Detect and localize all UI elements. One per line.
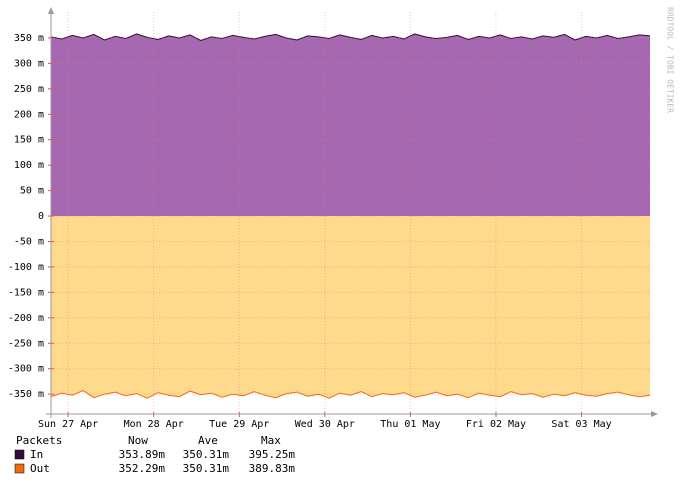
legend-header: Ave [198,434,218,447]
area [51,33,650,217]
y-tick-label: -350 m [8,389,44,400]
x-tick-label: Sun 27 Apr [38,419,98,430]
x-tick-label: Wed 30 Apr [295,419,355,430]
legend-value: 350.31m [183,448,230,461]
y-tick-label: 350 m [14,33,44,44]
x-tick-label: Thu 01 May [380,419,440,430]
legend-swatch [14,463,25,474]
legend-header: Packets [16,434,62,447]
y-tick-label: 200 m [14,109,44,120]
watermark: RRDTOOL / TOBI OETIKER [666,7,675,113]
area [51,216,650,399]
legend-value: 389.83m [249,462,296,475]
x-tick-label: Sat 03 May [551,419,611,430]
legend-header: Now [128,434,148,447]
y-tick-label: -100 m [8,262,44,273]
x-tick-label: Tue 29 Apr [209,419,269,430]
plot-area [50,33,651,399]
legend-header: Max [261,434,281,447]
line [50,390,651,399]
legend: Packets Now Ave Max In 353.89m 350.31m 395.25m O… [14,434,296,475]
legend-label: Out [30,462,50,475]
y-tick-label: 50 m [20,186,44,197]
legend-value: 395.25m [249,448,296,461]
legend-value: 353.89m [119,448,166,461]
legend-label: In [30,448,43,461]
y-tick-label: 150 m [14,135,44,146]
y-tick-label: 0 [38,211,44,222]
legend-swatch [14,449,25,460]
y-tick-label: 300 m [14,58,44,69]
y-axis-arrow [48,7,54,14]
y-tick-label: 250 m [14,84,44,95]
legend-value: 352.29m [119,462,166,475]
x-tick-label: Fri 02 May [466,419,526,430]
y-tick-label: -150 m [8,287,44,298]
y-tick-label: -200 m [8,313,44,324]
y-tick-label: 100 m [14,160,44,171]
line [50,33,651,42]
y-tick-label: -50 m [14,236,44,247]
x-axis-arrow [651,411,658,417]
grid: 350 m 300 m 250 m 200 m 150 m 100 m 50 m 0 -50 m… [8,12,650,430]
x-tick-label: Mon 28 Apr [124,419,184,430]
y-tick-label: -250 m [8,338,44,349]
legend-value: 350.31m [183,462,230,475]
y-tick-label: -300 m [8,364,44,375]
